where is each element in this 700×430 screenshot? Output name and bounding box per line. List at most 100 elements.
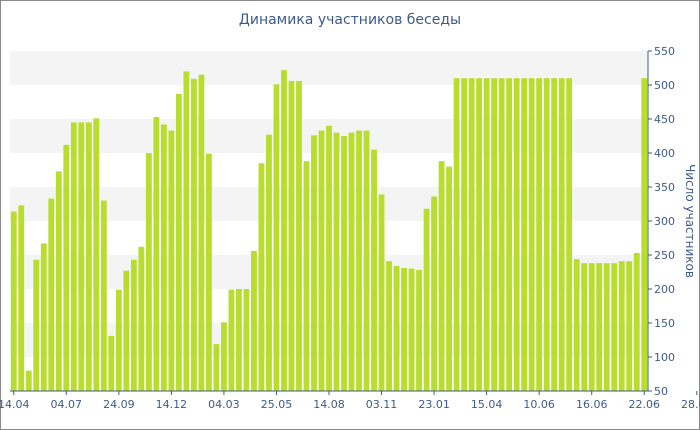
x-tick-label: 10.06 [523, 398, 555, 411]
bar [273, 84, 280, 391]
bar [251, 250, 257, 391]
bar [558, 78, 565, 391]
y-tick-label: 200 [654, 283, 675, 296]
y-tick-label: 550 [654, 45, 675, 58]
bar [236, 289, 242, 391]
bar [78, 122, 85, 392]
bar [123, 270, 130, 391]
bar [573, 259, 580, 391]
bar [618, 261, 625, 391]
bar [93, 118, 100, 391]
x-tick-label: 03.11 [366, 398, 398, 411]
bar [190, 78, 197, 391]
bar [100, 200, 107, 391]
bar [318, 130, 325, 391]
bar [63, 144, 70, 391]
bar [453, 78, 460, 391]
bar [55, 171, 62, 391]
x-tick-label: 14.12 [156, 398, 188, 411]
bar [356, 130, 362, 391]
bar [438, 161, 445, 391]
x-tick-label: 04.07 [51, 398, 83, 411]
bar [378, 194, 385, 391]
bar [641, 78, 648, 391]
bar [160, 124, 167, 391]
bar [401, 267, 407, 391]
bar [566, 78, 573, 391]
bar [581, 263, 588, 391]
bar [10, 211, 17, 391]
y-tick-label: 350 [654, 181, 675, 194]
bar [446, 166, 453, 391]
bar [371, 149, 377, 391]
bar [258, 163, 265, 391]
y-tick-label: 150 [654, 317, 675, 330]
y-tick-label: 100 [654, 351, 675, 364]
bar [536, 78, 543, 391]
bar [168, 130, 175, 391]
bar [348, 132, 355, 391]
bar [363, 130, 370, 391]
bar [611, 263, 618, 391]
x-tick-label: 14.08 [313, 398, 345, 411]
bar [40, 243, 47, 391]
bar [521, 78, 528, 391]
bar [423, 208, 430, 391]
bar [175, 93, 182, 391]
bar [18, 205, 25, 391]
bar [626, 261, 633, 391]
bar [596, 263, 603, 391]
bar [33, 259, 40, 391]
bar [281, 70, 287, 391]
bar [476, 78, 483, 391]
bar [296, 80, 302, 392]
bar [70, 122, 77, 392]
bar [288, 80, 295, 392]
x-tick-label: 22.06 [628, 398, 660, 411]
bar [115, 289, 122, 391]
bar [393, 265, 400, 391]
bar [528, 78, 535, 391]
bar [468, 78, 475, 391]
bar [326, 125, 332, 392]
bar [588, 263, 595, 391]
bar [543, 78, 550, 391]
bar [266, 134, 272, 391]
bar [633, 252, 640, 391]
bar [183, 71, 190, 392]
y-tick-label: 400 [654, 147, 675, 160]
bar [108, 335, 115, 391]
y-axis-title: Число участников [683, 164, 697, 278]
x-tick-label: 15.04 [471, 398, 503, 411]
y-tick-label: 250 [654, 249, 675, 262]
bar [153, 116, 160, 392]
x-tick-label: 04.03 [208, 398, 240, 411]
x-tick-label: 25.05 [261, 398, 293, 411]
bar [303, 161, 310, 391]
bar [198, 74, 205, 392]
bar [220, 322, 227, 391]
x-tick-label: 14.04 [0, 398, 30, 411]
bar [145, 153, 152, 391]
bar [311, 135, 317, 391]
bar [386, 261, 392, 391]
x-tick-label: 23.01 [418, 398, 450, 411]
bar [130, 259, 137, 391]
chart-title: Динамика участников беседы [238, 12, 462, 28]
bar [498, 78, 505, 391]
bar [213, 344, 220, 391]
bar [341, 136, 347, 391]
bar [506, 78, 513, 391]
bar [513, 78, 520, 391]
x-tick-label: 24.09 [103, 398, 135, 411]
bar [243, 289, 250, 391]
bar [431, 196, 438, 391]
x-tick-label: 28.06 [681, 398, 700, 411]
bar [461, 78, 468, 391]
bar [228, 289, 235, 391]
bar [551, 78, 558, 391]
bar [85, 122, 92, 392]
bar [205, 153, 212, 391]
bar [48, 198, 55, 391]
